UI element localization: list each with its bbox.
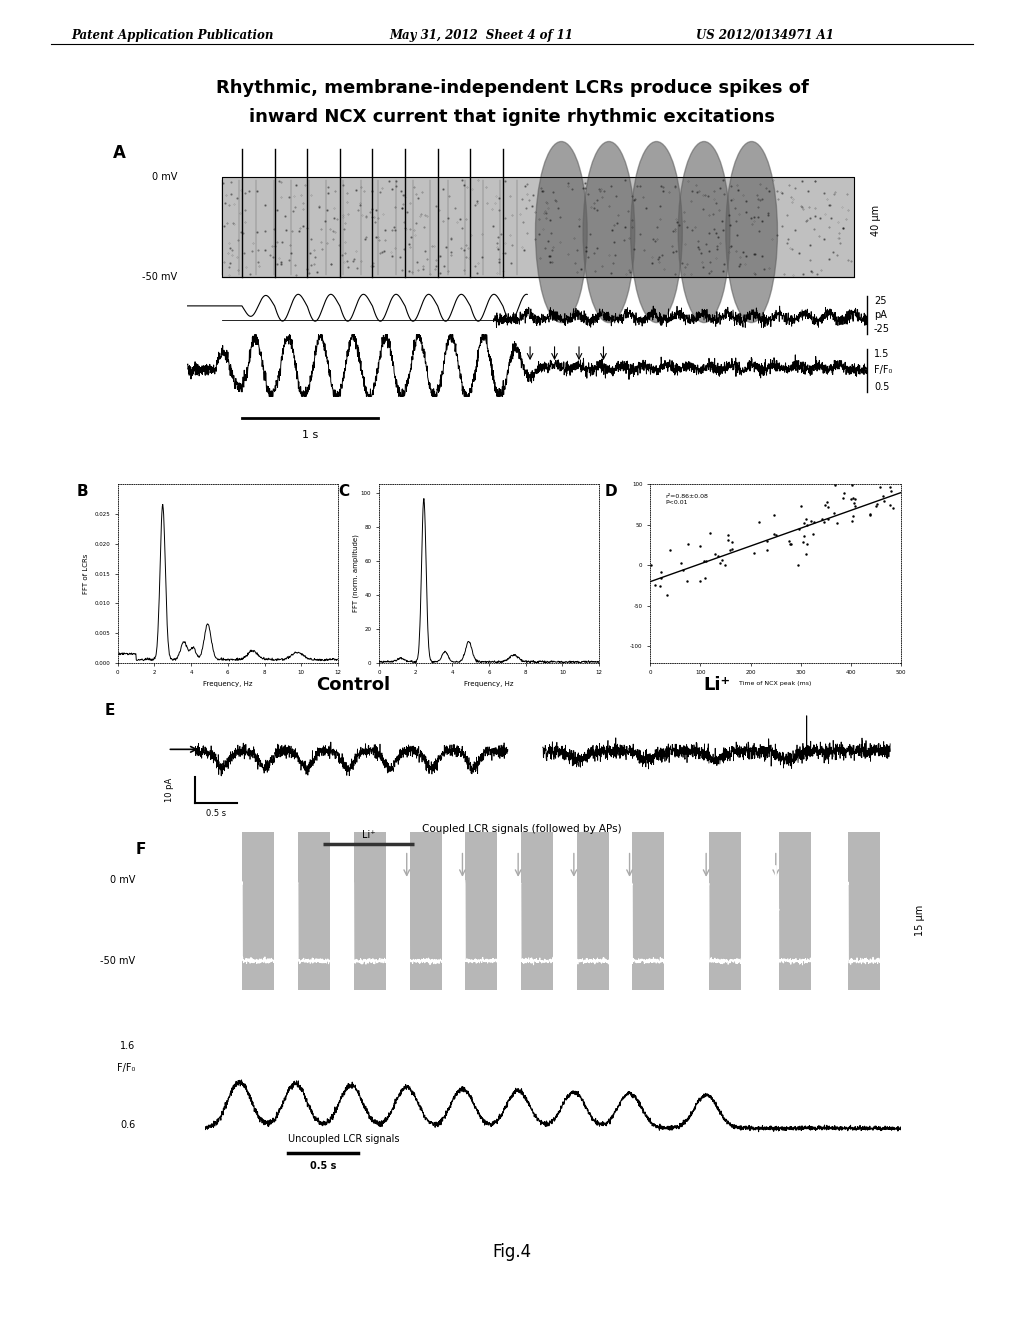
Bar bbox=[521, 832, 553, 990]
Text: B: B bbox=[77, 484, 88, 499]
Text: pA: pA bbox=[873, 310, 887, 321]
Text: Li⁺: Li⁺ bbox=[703, 676, 730, 694]
Text: F/F₀: F/F₀ bbox=[873, 366, 892, 375]
Text: D: D bbox=[604, 484, 616, 499]
Text: -50 mV: -50 mV bbox=[142, 272, 177, 282]
Text: 0 mV: 0 mV bbox=[152, 172, 177, 182]
Bar bbox=[848, 832, 881, 990]
X-axis label: Frequency, Hz: Frequency, Hz bbox=[203, 681, 253, 686]
Text: 0.6: 0.6 bbox=[120, 1121, 135, 1130]
Text: 10 pA: 10 pA bbox=[166, 777, 174, 803]
Text: 25: 25 bbox=[873, 297, 887, 306]
Text: Patent Application Publication: Patent Application Publication bbox=[72, 29, 274, 42]
Bar bbox=[354, 832, 386, 990]
Bar bbox=[778, 832, 811, 990]
Text: 1 s: 1 s bbox=[302, 430, 318, 440]
Bar bbox=[633, 832, 665, 990]
Text: Uncoupled LCR signals: Uncoupled LCR signals bbox=[289, 1134, 399, 1144]
Bar bbox=[709, 832, 741, 990]
Text: Coupled LCR signals (followed by APs): Coupled LCR signals (followed by APs) bbox=[423, 824, 622, 834]
Bar bbox=[465, 832, 498, 990]
Text: Fig.4: Fig.4 bbox=[493, 1243, 531, 1262]
Text: Rhythmic, membrane-independent LCRs produce spikes of: Rhythmic, membrane-independent LCRs prod… bbox=[216, 79, 808, 98]
X-axis label: Time of NCX peak (ms): Time of NCX peak (ms) bbox=[739, 681, 812, 686]
Bar bbox=[410, 832, 441, 990]
Text: C: C bbox=[338, 484, 349, 499]
Bar bbox=[577, 832, 608, 990]
Circle shape bbox=[536, 141, 587, 322]
Bar bbox=[298, 832, 330, 990]
Text: -50 mV: -50 mV bbox=[100, 956, 135, 966]
Bar bbox=[243, 832, 274, 990]
Text: inward NCX current that ignite rhythmic excitations: inward NCX current that ignite rhythmic … bbox=[249, 108, 775, 127]
Text: 0.5 s: 0.5 s bbox=[206, 809, 226, 818]
Text: 15 μm: 15 μm bbox=[915, 904, 925, 936]
Text: 0 mV: 0 mV bbox=[110, 875, 135, 884]
Circle shape bbox=[678, 141, 730, 322]
Text: 0.5 s: 0.5 s bbox=[310, 1162, 336, 1171]
Text: F: F bbox=[135, 842, 145, 857]
X-axis label: Frequency, Hz: Frequency, Hz bbox=[464, 681, 514, 686]
Text: E: E bbox=[104, 702, 116, 718]
Circle shape bbox=[583, 141, 635, 322]
Bar bbox=[221, 177, 854, 277]
Y-axis label: FFT (norm. amplitude): FFT (norm. amplitude) bbox=[353, 535, 359, 612]
Text: Control: Control bbox=[316, 676, 390, 694]
Text: Li⁺: Li⁺ bbox=[361, 830, 375, 841]
Text: 1.5: 1.5 bbox=[873, 348, 889, 359]
Text: A: A bbox=[113, 144, 126, 162]
Circle shape bbox=[726, 141, 777, 322]
Text: 0.5: 0.5 bbox=[873, 381, 889, 392]
Circle shape bbox=[631, 141, 682, 322]
Text: -25: -25 bbox=[873, 325, 890, 334]
Text: May 31, 2012  Sheet 4 of 11: May 31, 2012 Sheet 4 of 11 bbox=[389, 29, 573, 42]
Text: F/F₀: F/F₀ bbox=[117, 1063, 135, 1073]
Text: US 2012/0134971 A1: US 2012/0134971 A1 bbox=[696, 29, 835, 42]
Text: 40 μm: 40 μm bbox=[870, 205, 881, 236]
Text: 1.6: 1.6 bbox=[120, 1041, 135, 1051]
Y-axis label: FFT of LCRs: FFT of LCRs bbox=[83, 553, 89, 594]
Text: r²=0.86±0.08
P<0.01: r²=0.86±0.08 P<0.01 bbox=[666, 494, 709, 506]
